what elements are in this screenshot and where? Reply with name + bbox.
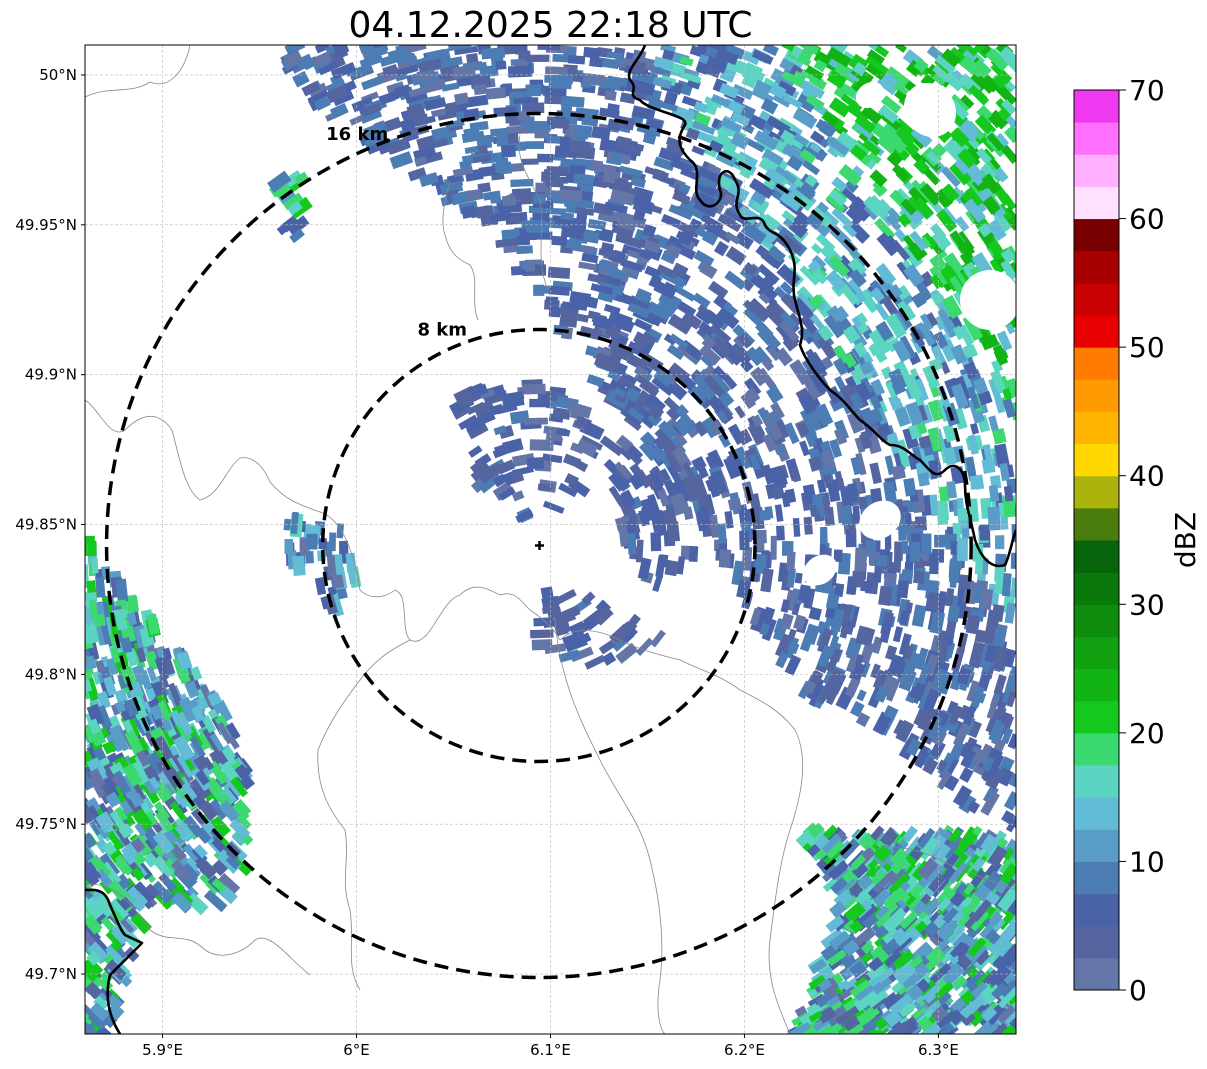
colorbar-swatch	[1074, 186, 1119, 220]
colorbar-swatch	[1074, 893, 1119, 927]
colorbar-tick-label: 0	[1129, 974, 1147, 1007]
colorbar-swatch	[1074, 732, 1119, 766]
colorbar-swatch	[1074, 507, 1119, 541]
admin-boundaries	[85, 45, 1016, 1034]
colorbar-swatch	[1074, 861, 1119, 895]
colorbar-tick-label: 10	[1129, 845, 1165, 878]
colorbar-swatch	[1074, 668, 1119, 702]
colorbar-swatch	[1074, 925, 1119, 959]
range-ring-label: 8 km	[418, 320, 468, 341]
national-border	[85, 45, 1016, 1034]
colorbar-swatch	[1074, 282, 1119, 316]
radar-site-marker	[535, 541, 544, 550]
colorbar-swatch	[1074, 572, 1119, 605]
colorbar-swatch	[1074, 315, 1119, 348]
colorbar-swatch	[1074, 829, 1119, 862]
colorbar-swatch	[1074, 636, 1119, 670]
colorbar-swatch	[1074, 765, 1119, 798]
colorbar-tick-label: 40	[1129, 460, 1165, 493]
range-ring	[320, 327, 757, 764]
lat-tick-label: 50°N	[39, 66, 77, 84]
colorbar-swatch	[1074, 443, 1119, 477]
reflectivity-layer	[85, 45, 1016, 1034]
lat-tick-label: 49.85°N	[15, 516, 77, 534]
lon-tick-label: 6.1°E	[530, 1041, 571, 1059]
colorbar-swatch	[1074, 122, 1119, 155]
colorbar-swatch	[1074, 347, 1119, 380]
colorbar-swatch	[1074, 475, 1119, 509]
lat-tick-label: 49.95°N	[15, 216, 77, 234]
colorbar-tick-label: 60	[1129, 203, 1165, 236]
colorbar-swatch	[1074, 540, 1119, 573]
colorbar-swatch	[1074, 154, 1119, 187]
lon-tick-label: 6.2°E	[724, 1041, 765, 1059]
gridlines	[85, 45, 1016, 1034]
map-title: 04.12.2025 22:18 UTC	[348, 5, 753, 46]
lon-tick-label: 6.3°E	[918, 1041, 959, 1059]
range-ring	[104, 111, 973, 980]
colorbar-tick-label: 50	[1129, 331, 1165, 364]
lat-tick-label: 49.9°N	[25, 366, 77, 384]
colorbar-label: dBZ	[1169, 512, 1202, 568]
colorbar-tick-label: 20	[1129, 717, 1165, 750]
lat-tick-label: 49.8°N	[25, 665, 77, 683]
colorbar-swatch	[1074, 218, 1119, 252]
colorbar-swatch	[1074, 379, 1119, 412]
colorbar-swatch	[1074, 797, 1119, 830]
colorbar-swatch	[1074, 604, 1119, 637]
lat-tick-label: 49.7°N	[25, 965, 77, 983]
lon-tick-label: 6°E	[343, 1041, 370, 1059]
lon-tick-label: 5.9°E	[142, 1041, 183, 1059]
colorbar-swatch	[1074, 700, 1119, 734]
axis-ticks: 5.9°E 6°E 6.1°E 6.2°E 6.3°E 50°N 49.95°N 49.9°N…	[15, 66, 959, 1059]
colorbar-swatch	[1074, 90, 1119, 123]
lat-tick-label: 49.75°N	[15, 815, 77, 833]
colorbar-swatch	[1074, 250, 1119, 284]
range-ring-label: 16 km	[326, 124, 388, 145]
colorbar-tick-label: 30	[1129, 588, 1165, 621]
range-rings: 8 km 16 km	[104, 111, 973, 980]
colorbar-tick-label: 70	[1129, 74, 1165, 107]
colorbar-swatch	[1074, 411, 1119, 445]
colorbar-swatch	[1074, 957, 1119, 991]
